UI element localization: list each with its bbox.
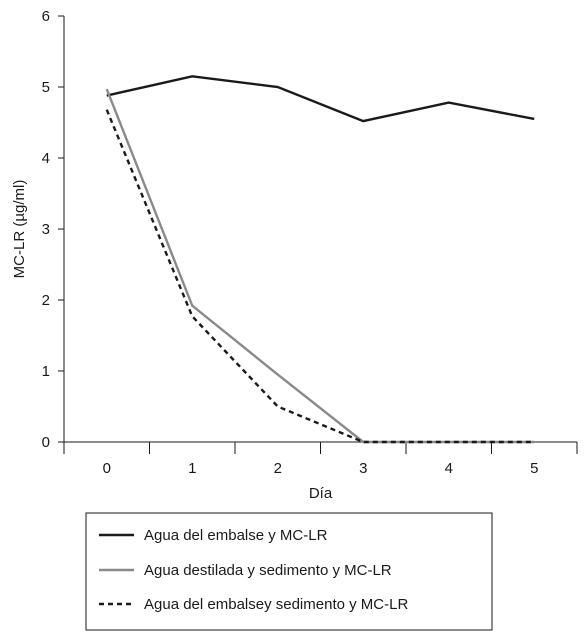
x-tick-label: 3 bbox=[359, 460, 367, 477]
series-line-3 bbox=[105, 109, 535, 444]
legend-label-2: Agua destilada y sedimento y MC-LR bbox=[144, 562, 392, 579]
x-tick-label: 2 bbox=[274, 460, 282, 477]
y-tick-label: 6 bbox=[42, 8, 50, 25]
legend: Agua del embalse y MC-LR Agua destilada y… bbox=[85, 512, 493, 631]
series-line-2 bbox=[105, 88, 535, 444]
x-axis-title: Día bbox=[309, 485, 333, 502]
y-tick-label: 3 bbox=[42, 221, 50, 238]
y-tick-label: 0 bbox=[42, 434, 50, 451]
x-tick-label: 0 bbox=[103, 460, 111, 477]
y-axis-title: MC-LR (µg/ml) bbox=[11, 180, 28, 279]
y-tick-label: 2 bbox=[42, 292, 50, 309]
y-tick-label: 4 bbox=[42, 150, 50, 167]
legend-label-1: Agua del embalse y MC-LR bbox=[144, 527, 328, 544]
series-line-1 bbox=[106, 75, 535, 123]
x-tick-label: 1 bbox=[188, 460, 196, 477]
x-tick-label: 5 bbox=[530, 460, 538, 477]
legend-box bbox=[85, 512, 493, 631]
legend-label-3: Agua del embalsey sedimento y MC-LR bbox=[144, 596, 408, 613]
plot-area: 0 1 2 3 4 5 6 0 1 2 3 4 5 bbox=[42, 8, 578, 477]
y-tick-label: 1 bbox=[42, 363, 50, 380]
y-tick-label: 5 bbox=[42, 79, 50, 96]
x-tick-label: 4 bbox=[445, 460, 453, 477]
